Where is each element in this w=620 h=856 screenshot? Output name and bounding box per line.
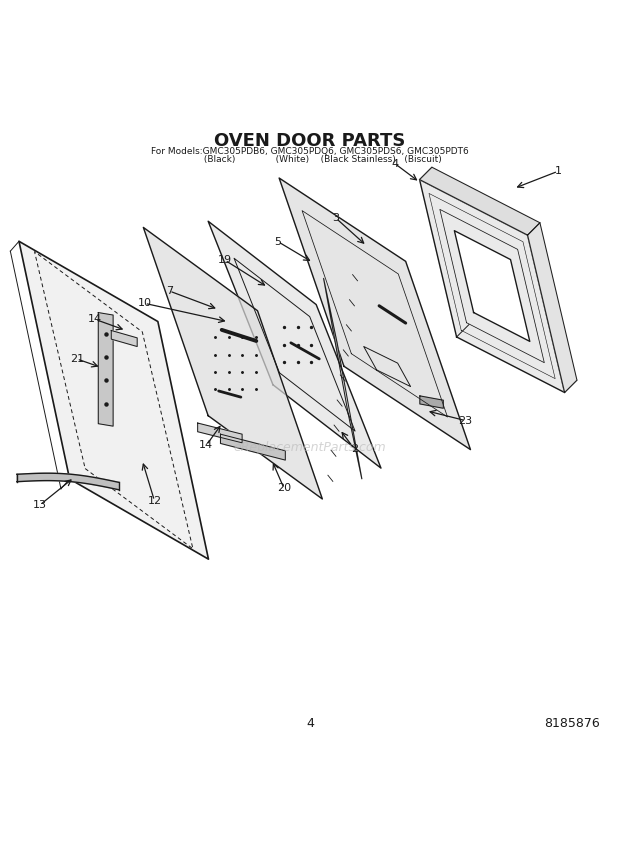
Text: 19: 19 bbox=[218, 255, 232, 265]
Polygon shape bbox=[420, 167, 540, 235]
Polygon shape bbox=[324, 278, 362, 479]
Text: 12: 12 bbox=[148, 496, 162, 506]
Polygon shape bbox=[528, 223, 577, 393]
Text: 10: 10 bbox=[138, 299, 151, 308]
Text: 14: 14 bbox=[88, 314, 102, 324]
Text: OVEN DOOR PARTS: OVEN DOOR PARTS bbox=[215, 132, 405, 150]
Text: 5: 5 bbox=[275, 236, 281, 247]
Text: eReplacementParts.com: eReplacementParts.com bbox=[234, 441, 386, 455]
Polygon shape bbox=[19, 241, 208, 559]
Text: For Models:GMC305PDB6, GMC305PDQ6, GMC305PDS6, GMC305PDT6: For Models:GMC305PDB6, GMC305PDQ6, GMC30… bbox=[151, 147, 469, 156]
Polygon shape bbox=[17, 473, 118, 490]
Text: 7: 7 bbox=[166, 286, 173, 296]
Polygon shape bbox=[208, 221, 381, 468]
Polygon shape bbox=[279, 178, 471, 449]
Text: 1: 1 bbox=[555, 166, 562, 176]
Text: 4: 4 bbox=[392, 159, 399, 169]
Text: 14: 14 bbox=[199, 440, 213, 450]
Text: 3: 3 bbox=[332, 213, 339, 223]
Polygon shape bbox=[420, 396, 443, 408]
Text: 20: 20 bbox=[277, 484, 291, 494]
Text: 21: 21 bbox=[69, 354, 84, 364]
Text: 4: 4 bbox=[306, 716, 314, 729]
Polygon shape bbox=[221, 434, 285, 460]
Polygon shape bbox=[420, 180, 565, 393]
Text: (Black)              (White)    (Black Stainless)   (Biscuit): (Black) (White) (Black Stainless) (Biscu… bbox=[178, 155, 442, 164]
Text: 8185876: 8185876 bbox=[544, 716, 600, 729]
Polygon shape bbox=[111, 330, 137, 347]
Text: 13: 13 bbox=[33, 500, 46, 510]
Text: 23: 23 bbox=[458, 416, 472, 425]
Polygon shape bbox=[198, 423, 242, 443]
Polygon shape bbox=[454, 230, 530, 342]
Polygon shape bbox=[99, 312, 113, 426]
Text: 2: 2 bbox=[351, 444, 358, 454]
Polygon shape bbox=[143, 228, 322, 499]
